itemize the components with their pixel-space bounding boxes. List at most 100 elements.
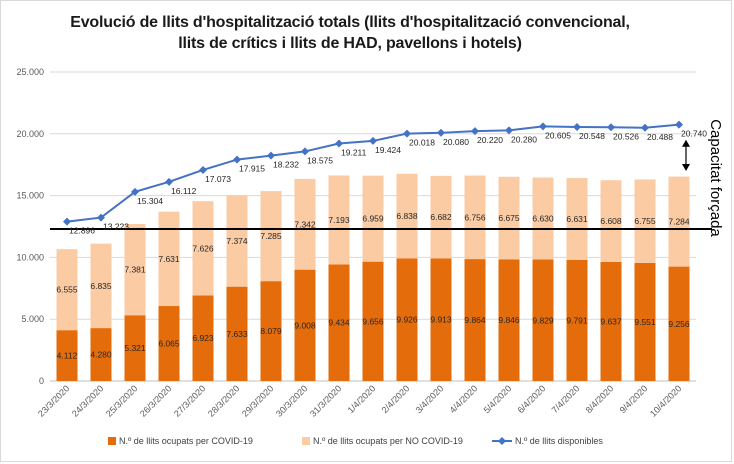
label-no-covid: 6.835: [90, 281, 112, 291]
x-tick-label: 23/3/2020: [36, 383, 71, 418]
bar-no-covid: [498, 176, 520, 260]
bar-no-covid: [430, 175, 452, 259]
annotation: Capacitat forçada: [682, 119, 724, 237]
label-no-covid: 6.675: [498, 213, 520, 223]
label-no-covid: 6.755: [634, 216, 656, 226]
label-covid: 9.846: [498, 315, 520, 325]
label-no-covid: 7.193: [328, 215, 350, 225]
label-no-covid: 6.631: [566, 214, 588, 224]
bar-covid: [124, 315, 146, 381]
x-tick-label: 9/4/2020: [618, 383, 650, 415]
legend-label-covid: N.º de llits ocupats per COVID-19: [119, 436, 253, 446]
label-no-covid: 7.285: [260, 231, 282, 241]
bar-no-covid: [294, 178, 316, 270]
available-beds-marker: [403, 129, 411, 138]
x-tick-label: 1/4/2020: [346, 383, 378, 415]
label-available: 17.915: [239, 164, 265, 174]
bar-covid: [396, 258, 418, 381]
label-available: 20.018: [409, 138, 435, 148]
bar-no-covid: [668, 176, 690, 267]
x-tick-label: 10/4/2020: [648, 383, 683, 418]
label-available: 20.280: [511, 134, 537, 144]
available-beds-marker: [369, 136, 377, 145]
legend-swatch-covid: [108, 437, 116, 445]
label-available: 20.488: [647, 132, 673, 142]
y-tick-label: 5.000: [21, 314, 44, 324]
x-axis-ticks: 23/3/202024/3/202025/3/202026/3/202027/3…: [36, 383, 683, 418]
label-covid: 9.637: [600, 316, 622, 326]
label-no-covid: 6.608: [600, 216, 622, 226]
bar-no-covid: [362, 175, 384, 262]
available-beds-marker: [607, 123, 615, 132]
data-labels: 4.112 6.555 4.280 6.835 5.321 7.381 6.065 7.631…: [56, 129, 707, 361]
bar-covid: [464, 259, 486, 381]
bar-no-covid: [260, 191, 282, 282]
available-beds-marker: [335, 139, 343, 148]
x-tick-label: 30/3/2020: [274, 383, 309, 418]
label-available: 13.223: [103, 222, 129, 232]
label-available: 17.073: [205, 174, 231, 184]
available-beds-marker: [471, 127, 479, 136]
label-available: 18.575: [307, 155, 333, 165]
label-covid: 7.633: [226, 329, 248, 339]
bar-no-covid: [464, 175, 486, 260]
bar-no-covid: [396, 173, 418, 259]
x-tick-label: 3/4/2020: [414, 383, 446, 415]
bar-no-covid: [124, 224, 146, 316]
label-covid: 9.256: [668, 319, 690, 329]
bar-covid: [362, 261, 384, 381]
x-tick-label: 8/4/2020: [584, 383, 616, 415]
legend-swatch-no-covid: [302, 437, 310, 445]
label-no-covid: 7.284: [668, 217, 690, 227]
label-covid: 9.913: [430, 315, 452, 325]
chart-title-line-1: Evolució de llits d'hospitalització tota…: [70, 14, 630, 31]
bar-no-covid: [532, 177, 554, 260]
bar-covid: [668, 266, 690, 381]
label-no-covid: 6.630: [532, 214, 554, 224]
label-covid: 6.923: [192, 333, 214, 343]
bar-no-covid: [566, 178, 588, 260]
bar-covid: [566, 259, 588, 381]
x-tick-label: 26/3/2020: [138, 383, 173, 418]
bar-covid: [600, 261, 622, 381]
y-axis-ticks: 0 5.000 10.000 15.000 20.000 25.000: [16, 67, 44, 386]
x-tick-label: 25/3/2020: [104, 383, 139, 418]
x-tick-label: 6/4/2020: [516, 383, 548, 415]
label-available: 20.740: [681, 129, 707, 139]
y-tick-label: 10.000: [16, 252, 44, 262]
bar-covid: [328, 264, 350, 381]
bar-no-covid: [328, 175, 350, 265]
label-available: 18.232: [273, 160, 299, 170]
label-covid: 9.791: [566, 315, 588, 325]
chart-title: Evolució de llits d'hospitalització tota…: [20, 12, 680, 54]
bar-covid: [260, 281, 282, 381]
label-covid: 9.926: [396, 315, 418, 325]
label-available: 20.605: [545, 130, 571, 140]
legend-marker-available: [498, 437, 506, 445]
x-tick-label: 5/4/2020: [482, 383, 514, 415]
annotation-arrow-head-up: [682, 139, 690, 147]
x-tick-label: 31/3/2020: [308, 383, 343, 418]
bar-covid: [158, 306, 180, 381]
bar-no-covid: [600, 180, 622, 262]
bar-covid: [226, 286, 248, 381]
available-beds-line: [63, 120, 683, 226]
available-beds-marker: [573, 123, 581, 132]
label-available: 20.080: [443, 137, 469, 147]
x-tick-label: 24/3/2020: [70, 383, 105, 418]
bar-no-covid: [56, 249, 78, 331]
y-tick-label: 20.000: [16, 129, 44, 139]
available-beds-marker: [267, 151, 275, 160]
label-available: 15.304: [137, 196, 163, 206]
label-available: 20.548: [579, 131, 605, 141]
available-beds-marker: [165, 177, 173, 186]
available-beds-marker: [301, 147, 309, 156]
bars: [56, 173, 690, 381]
label-covid: 9.656: [362, 316, 384, 326]
label-no-covid: 6.555: [56, 285, 78, 295]
label-no-covid: 6.682: [430, 212, 452, 222]
bar-covid: [294, 269, 316, 381]
label-covid: 9.551: [634, 317, 656, 327]
x-tick-label: 2/4/2020: [380, 383, 412, 415]
bar-no-covid: [158, 211, 180, 307]
